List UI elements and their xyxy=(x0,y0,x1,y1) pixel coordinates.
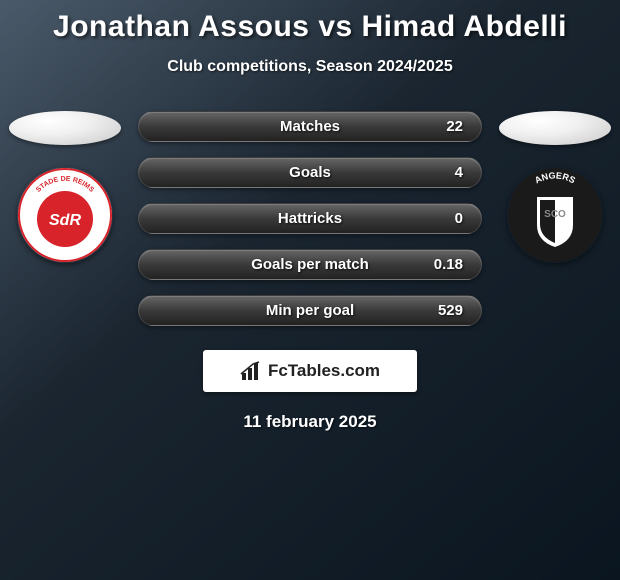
stats-column: Matches22 Goals4 Hattricks0 Goals per match… xyxy=(138,111,482,326)
svg-text:SdR: SdR xyxy=(49,212,81,229)
date-label: 11 february 2025 xyxy=(0,412,620,432)
left-ellipse xyxy=(9,111,121,145)
stat-pill: Hattricks0 xyxy=(138,203,482,234)
stat-label: Matches xyxy=(139,118,481,135)
left-team-badge: STADE DE REIMSSdR xyxy=(17,167,113,263)
right-ellipse xyxy=(499,111,611,145)
stat-label: Goals per match xyxy=(139,256,481,273)
stat-pill: Matches22 xyxy=(138,111,482,142)
stat-value: 0 xyxy=(455,210,463,227)
watermark-text: FcTables.com xyxy=(268,361,380,381)
stat-value: 22 xyxy=(446,118,463,135)
left-side: STADE DE REIMSSdR xyxy=(6,111,124,263)
bars-icon xyxy=(240,361,262,381)
svg-text:SCO: SCO xyxy=(544,209,566,220)
right-team-badge: ANGERSSCO xyxy=(507,167,603,263)
stat-value: 4 xyxy=(455,164,463,181)
stat-pill: Goals4 xyxy=(138,157,482,188)
stat-pill: Min per goal529 xyxy=(138,295,482,326)
stat-pill: Goals per match0.18 xyxy=(138,249,482,280)
right-side: ANGERSSCO xyxy=(496,111,614,263)
stat-value: 529 xyxy=(438,302,463,319)
page-title: Jonathan Assous vs Himad Abdelli xyxy=(0,0,620,44)
page-subtitle: Club competitions, Season 2024/2025 xyxy=(0,58,620,76)
stat-value: 0.18 xyxy=(434,256,463,273)
watermark: FcTables.com xyxy=(203,350,417,392)
comparison-content: STADE DE REIMSSdR Matches22 Goals4 Hattric… xyxy=(0,111,620,326)
stat-label: Min per goal xyxy=(139,302,481,319)
stat-label: Hattricks xyxy=(139,210,481,227)
stat-label: Goals xyxy=(139,164,481,181)
